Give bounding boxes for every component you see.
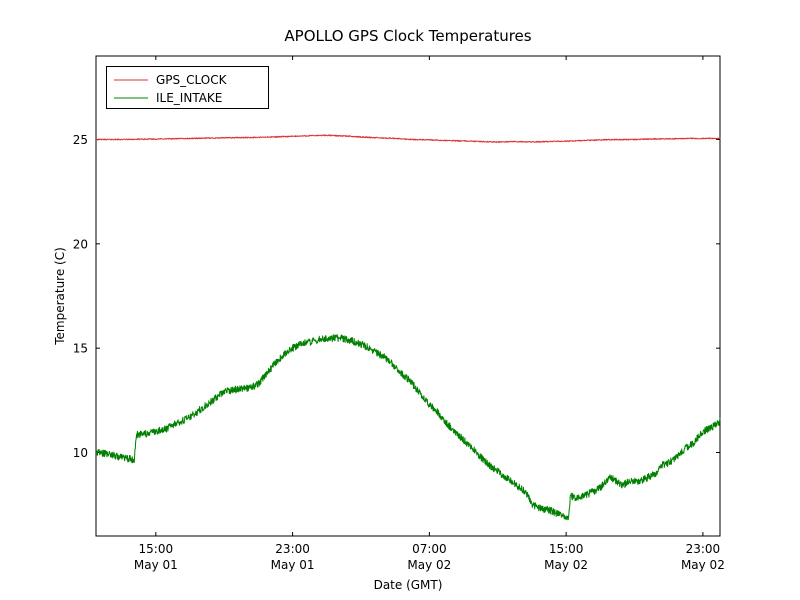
x-tick-date: May 02 xyxy=(544,558,588,572)
y-axis-label: Temperature (C) xyxy=(53,247,67,346)
y-tick-label: 15 xyxy=(73,342,88,356)
x-tick-time: 23:00 xyxy=(686,542,721,556)
x-tick-time: 07:00 xyxy=(412,542,447,556)
x-tick-date: May 02 xyxy=(681,558,725,572)
series-gps_clock xyxy=(95,134,721,143)
chart-title: APOLLO GPS Clock Temperatures xyxy=(284,27,531,45)
x-tick-date: May 01 xyxy=(271,558,315,572)
x-tick-time: 15:00 xyxy=(549,542,584,556)
axes-layer: 15:00 May 01 23:00 May 01 07:00 May 02 15:00 Ma… xyxy=(73,55,725,572)
y-tick-label: 10 xyxy=(73,446,88,460)
legend-label-ile-intake: ILE_INTAKE xyxy=(156,91,222,105)
plot-frame xyxy=(95,55,721,537)
x-axis-label: Date (GMT) xyxy=(374,578,443,592)
legend-label-gps-clock: GPS_CLOCK xyxy=(156,73,228,87)
series-ile_intake xyxy=(95,334,721,521)
x-tick-date: May 02 xyxy=(407,558,451,572)
y-tick-label: 25 xyxy=(73,133,88,147)
legend: GPS_CLOCK ILE_INTAKE xyxy=(106,66,269,109)
x-tick-time: 23:00 xyxy=(275,542,310,556)
x-tick-time: 15:00 xyxy=(139,542,174,556)
y-tick-label: 20 xyxy=(73,237,88,251)
series-layer xyxy=(95,134,721,521)
legend-box xyxy=(106,66,269,109)
x-tick-date: May 01 xyxy=(134,558,178,572)
